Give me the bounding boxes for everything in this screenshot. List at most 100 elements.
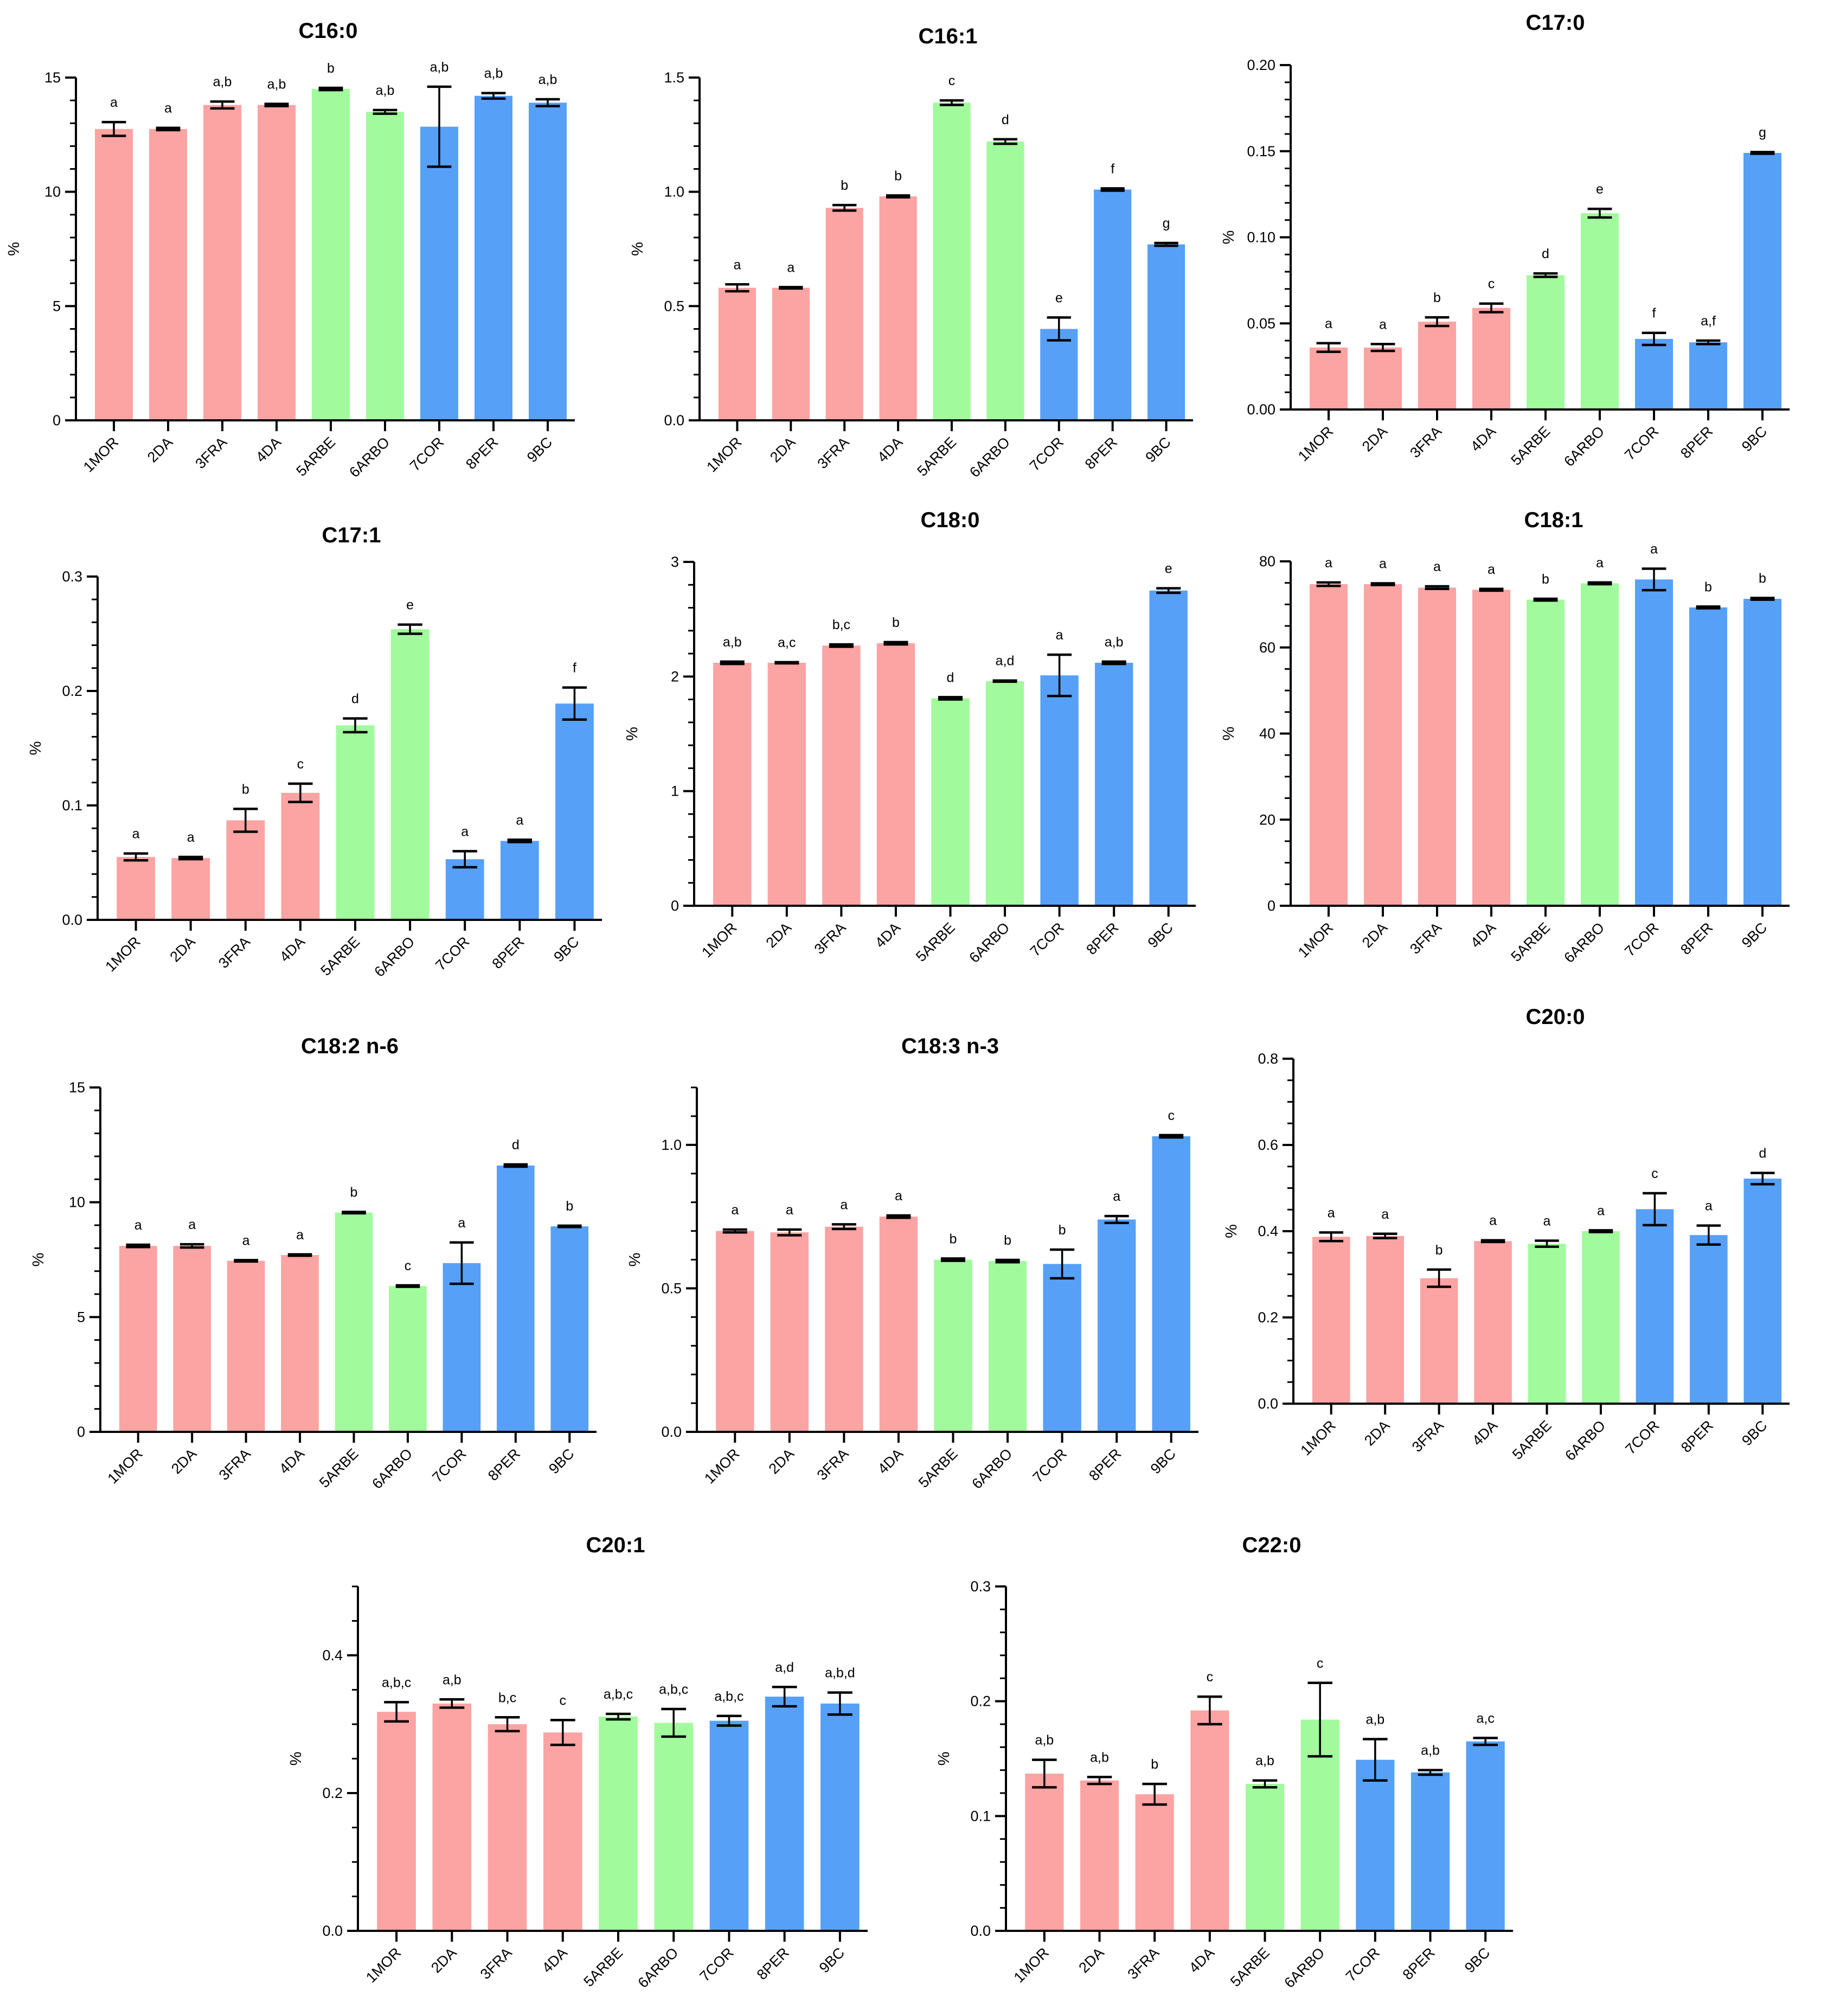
- category-label: 6ARBO: [1281, 1944, 1328, 1991]
- bar-2da: [1080, 1780, 1119, 1930]
- error-bar: [1156, 587, 1181, 594]
- y-tick-label: 0.6: [1258, 1137, 1278, 1153]
- bar-8per: [1689, 607, 1727, 905]
- category-label: 8PER: [754, 1944, 792, 1983]
- significance-letter: a,b,c: [604, 1687, 633, 1702]
- error-bar: [1142, 1782, 1167, 1806]
- category-label: 3FRA: [1124, 1944, 1162, 1982]
- category-label: 9BC: [816, 1944, 848, 1976]
- significance-letter: a: [1489, 1213, 1497, 1228]
- error-bar: [1047, 653, 1072, 697]
- category-label: 8PER: [1678, 1417, 1716, 1456]
- category-label: 5ARBE: [913, 919, 958, 965]
- error-bar: [503, 1163, 528, 1168]
- significance-letter: a: [1113, 1189, 1120, 1204]
- category-label: 2DA: [144, 434, 176, 465]
- error-bar: [562, 686, 587, 721]
- error-bar: [318, 86, 343, 92]
- category-label: 8PER: [485, 1445, 523, 1484]
- significance-letter: b: [242, 782, 249, 797]
- significance-letter: a: [733, 257, 741, 272]
- bar-2da: [767, 662, 806, 905]
- significance-letter: a,b: [267, 76, 286, 92]
- significance-letter: a: [1379, 317, 1387, 332]
- bar-6arbo: [366, 112, 404, 419]
- error-bar: [1750, 597, 1775, 601]
- category-label: 5ARBE: [915, 1445, 961, 1491]
- y-tick-label: 0.0: [322, 1923, 343, 1939]
- significance-letter: a: [164, 101, 172, 116]
- y-tick-label: 0.2: [1258, 1309, 1278, 1326]
- significance-letter: a,b: [430, 60, 449, 75]
- category-label: 1MOR: [105, 1445, 146, 1487]
- error-bar: [233, 808, 258, 833]
- y-tick-label: 0: [1267, 898, 1275, 914]
- category-label: 1MOR: [80, 434, 121, 475]
- bar-6arbo: [389, 1286, 427, 1431]
- bar-3fra: [1420, 1278, 1458, 1403]
- error-bar: [1425, 316, 1450, 328]
- category-label: 2DA: [766, 1445, 797, 1477]
- category-label: 4DA: [875, 1445, 906, 1477]
- bar-1mor: [119, 1246, 157, 1431]
- category-label: 7COR: [1621, 423, 1662, 463]
- significance-letter: a,b,c: [659, 1682, 688, 1697]
- error-bar: [395, 1284, 420, 1288]
- bar-5arbe: [599, 1717, 638, 1930]
- category-label: 7COR: [1622, 1417, 1662, 1457]
- error-bar: [179, 1243, 204, 1249]
- chart-title: C18:3 n-3: [901, 1034, 999, 1058]
- significance-letter: b: [1004, 1233, 1011, 1248]
- chart-title: C17:1: [322, 523, 381, 547]
- y-axis-label: %: [5, 242, 23, 256]
- y-tick-label: 1.0: [661, 1137, 682, 1153]
- significance-letter: a: [840, 1197, 848, 1212]
- category-label: 5ARBE: [1508, 919, 1553, 965]
- error-bar: [829, 643, 854, 648]
- significance-letter: a,b: [1090, 1750, 1109, 1765]
- y-axis-label: %: [1223, 1224, 1240, 1238]
- chart-title: C18:2 n-6: [301, 1034, 399, 1058]
- category-label: 1MOR: [698, 919, 740, 961]
- bar-9bc: [555, 703, 594, 919]
- error-bar: [1696, 1224, 1721, 1246]
- y-tick-label: 0.0: [664, 412, 684, 428]
- bar-4da: [258, 105, 296, 419]
- y-axis-label: %: [1220, 727, 1238, 741]
- category-label: 5ARBE: [580, 1944, 626, 1990]
- y-tick-label: 80: [1259, 553, 1275, 569]
- category-label: 6ARBO: [1561, 919, 1607, 966]
- significance-letter: c: [405, 1258, 412, 1273]
- category-label: 5ARBE: [316, 1445, 362, 1491]
- y-tick-label: 10: [44, 184, 61, 200]
- y-axis-label: %: [30, 1253, 47, 1267]
- bar-6arbo: [390, 629, 429, 919]
- significance-letter: a,f: [1701, 313, 1716, 329]
- y-axis-label: %: [629, 242, 646, 256]
- bar-5arbe: [312, 89, 350, 420]
- bar-4da: [1472, 590, 1510, 905]
- y-tick-label: 0.3: [970, 1578, 991, 1595]
- error-bar: [1363, 1738, 1388, 1782]
- category-label: 9BC: [1142, 434, 1174, 465]
- bar-6arbo: [986, 141, 1024, 419]
- bar-3fra: [1418, 322, 1456, 408]
- category-label: 9BC: [524, 434, 555, 465]
- significance-letter: c: [1207, 1669, 1214, 1685]
- bar-2da: [770, 1232, 809, 1431]
- category-label: 7COR: [696, 1944, 736, 1985]
- y-tick-label: 0.10: [1247, 229, 1275, 246]
- category-label: 3FRA: [1407, 919, 1445, 957]
- bar-9bc: [1149, 590, 1188, 905]
- error-bar: [1642, 567, 1666, 592]
- error-bar: [1050, 1248, 1075, 1280]
- bar-7cor: [1356, 1759, 1395, 1930]
- category-label: 2DA: [767, 434, 798, 465]
- bar-5arbe: [335, 1212, 373, 1431]
- category-label: 3FRA: [1409, 1417, 1447, 1455]
- bar-7cor: [709, 1720, 749, 1930]
- chart-title: C20:1: [586, 1533, 645, 1557]
- bar-2da: [432, 1703, 472, 1930]
- error-bar: [481, 92, 506, 100]
